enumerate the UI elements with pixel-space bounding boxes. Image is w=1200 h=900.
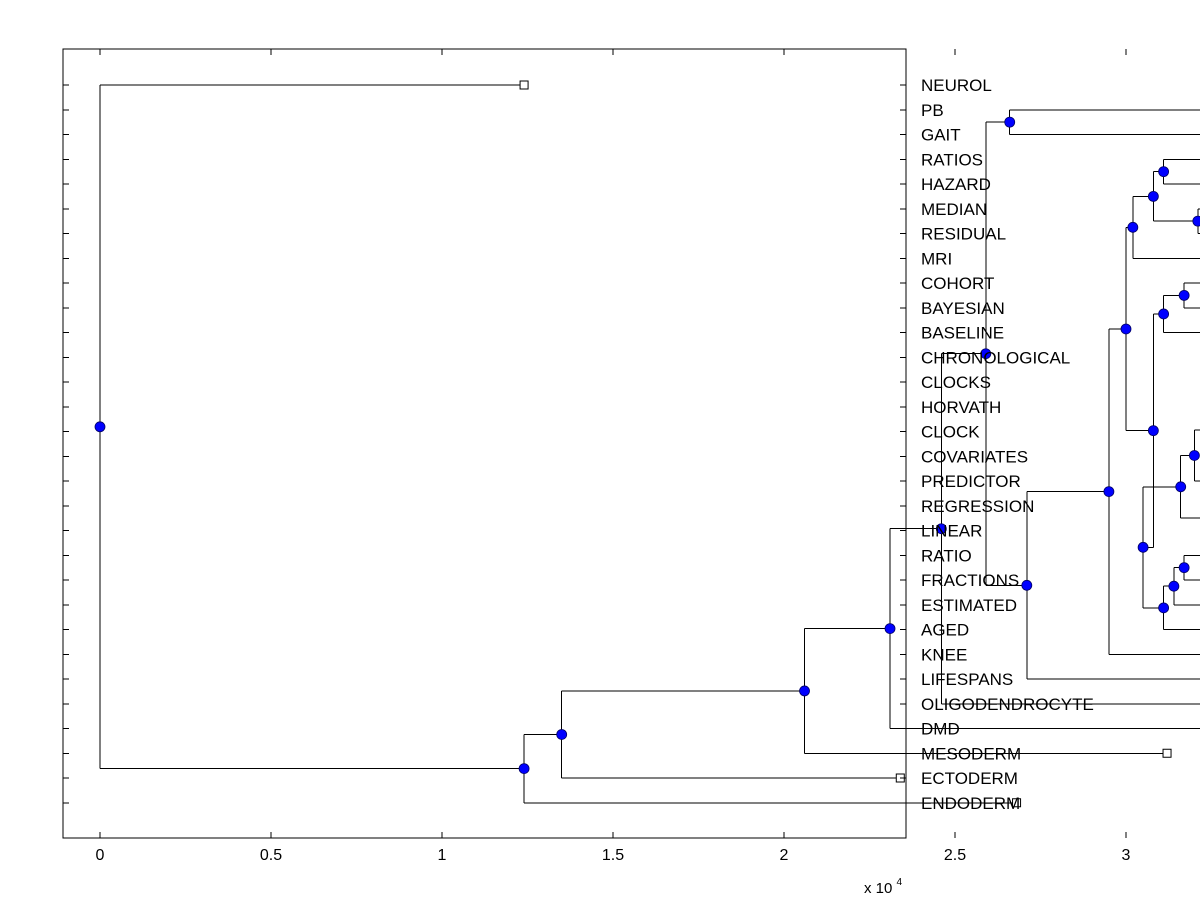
leaf-label-knee: KNEE: [921, 645, 967, 664]
leaf-label-neurol: NEUROL: [921, 76, 992, 95]
leaf-label-mesoderm: MESODERM: [921, 744, 1021, 763]
leaf-marker-endoderm: [1012, 798, 1022, 808]
node-marker-n_dmd: [884, 623, 896, 635]
node-marker-n_plus_aged: [1158, 602, 1170, 614]
leaf-label-bayesian: BAYESIAN: [921, 299, 1005, 318]
leaf-label-endoderm: ENDODERM: [921, 794, 1020, 813]
node-marker-n_oligo: [935, 523, 947, 535]
leaf-label-predictor: PREDICTOR: [921, 472, 1021, 491]
node-marker-n_root: [94, 421, 106, 433]
leaf-label-ratio: RATIO: [921, 546, 972, 565]
leaf-label-residual: RESIDUAL: [921, 225, 1006, 244]
node-marker-n_lifespans: [1021, 579, 1033, 591]
node-marker-n_ectoderm: [556, 729, 568, 740]
leaf-label-baseline: BASELINE: [921, 324, 1004, 343]
leaf-label-aged: AGED: [921, 621, 969, 640]
leaf-label-median: MEDIAN: [921, 200, 987, 219]
leaf-label-clocks: CLOCKS: [921, 373, 991, 392]
node-marker-n_pred_reg: [1175, 481, 1187, 493]
node-marker-n_mri_group: [1120, 323, 1132, 335]
leaf-label-horvath: HORVATH: [921, 398, 1001, 417]
x-tick-label: 0.5: [260, 847, 282, 864]
x-tick-label: 2.5: [944, 847, 966, 864]
x-axis-multiplier: x 10 4: [864, 877, 903, 897]
node-marker-n_median_residual: [1192, 215, 1200, 227]
node-marker-n_predictor: [1189, 450, 1200, 461]
x-tick-label: 2: [780, 847, 789, 864]
leaf-label-estimated: ESTIMATED: [921, 596, 1017, 615]
node-marker-n_pbg_main: [980, 348, 992, 360]
leaf-label-cohort: COHORT: [921, 274, 994, 293]
plot-area: [62, 48, 907, 839]
node-marker-n_base_pr: [1147, 425, 1159, 437]
leaf-label-covariates: COVARIATES: [921, 447, 1028, 466]
leaf-label-ratios: RATIOS: [921, 150, 983, 169]
leaf-label-linear: LINEAR: [921, 522, 982, 541]
node-marker-n_mesoderm: [799, 685, 810, 697]
leaf-labels: NEUROL PB GAIT RATIOS HAZARD MEDIAN RESIDUAL MR…: [921, 76, 1094, 813]
leaf-label-hazard: HAZARD: [921, 175, 991, 194]
leaf-label-gait: GAIT: [921, 126, 961, 145]
x-multiplier-exponent: 4: [897, 877, 903, 888]
leaf-label-clock: CLOCK: [921, 423, 980, 442]
leaf-marker-neurol: [519, 80, 529, 90]
x-multiplier-base: x 10: [864, 880, 892, 897]
leaf-label-fractions: FRACTIONS: [921, 571, 1019, 590]
leaf-label-dmd: DMD: [921, 720, 960, 739]
leaf-label-chronological: CHRONOLOGICAL: [921, 348, 1070, 367]
node-marker-n_rh_mr: [1147, 190, 1159, 202]
leaf-marker-mesoderm: [1162, 748, 1172, 758]
node-marker-n_plus_mri: [1127, 221, 1139, 233]
node-marker-n_ratios_hazard: [1158, 166, 1170, 178]
x-axis-ticks: 00.511.522.533.544.5: [96, 49, 1131, 864]
node-marker-n_endoderm: [518, 763, 530, 775]
node-marker-n_plus_estimated: [1168, 580, 1180, 592]
node-marker-n_plus_baseline: [1158, 308, 1170, 320]
leaf-label-regression: REGRESSION: [921, 497, 1034, 516]
x-tick-label: 1: [438, 847, 447, 864]
node-markers: [94, 116, 1200, 775]
node-marker-n_ratio_fractions: [1178, 562, 1190, 574]
leaf-label-ectoderm: ECTODERM: [921, 769, 1018, 788]
leaf-label-pb: PB: [921, 101, 944, 120]
node-marker-n_knee: [1103, 486, 1115, 498]
leaf-label-mri: MRI: [921, 249, 952, 268]
node-marker-n_pb_gait: [1004, 116, 1016, 128]
leaf-label-lifespans: LIFESPANS: [921, 670, 1013, 689]
node-marker-n_cohort_bayesian: [1178, 289, 1190, 301]
leaf-label-oligodendrocyte: OLIGODENDROCYTE: [921, 695, 1094, 714]
y-axis-ticks: [63, 84, 906, 804]
node-marker-n_pr_ag: [1137, 541, 1149, 553]
x-tick-label: 0: [96, 847, 105, 864]
x-tick-label: 1.5: [602, 847, 624, 864]
x-tick-label: 3: [1122, 847, 1131, 864]
